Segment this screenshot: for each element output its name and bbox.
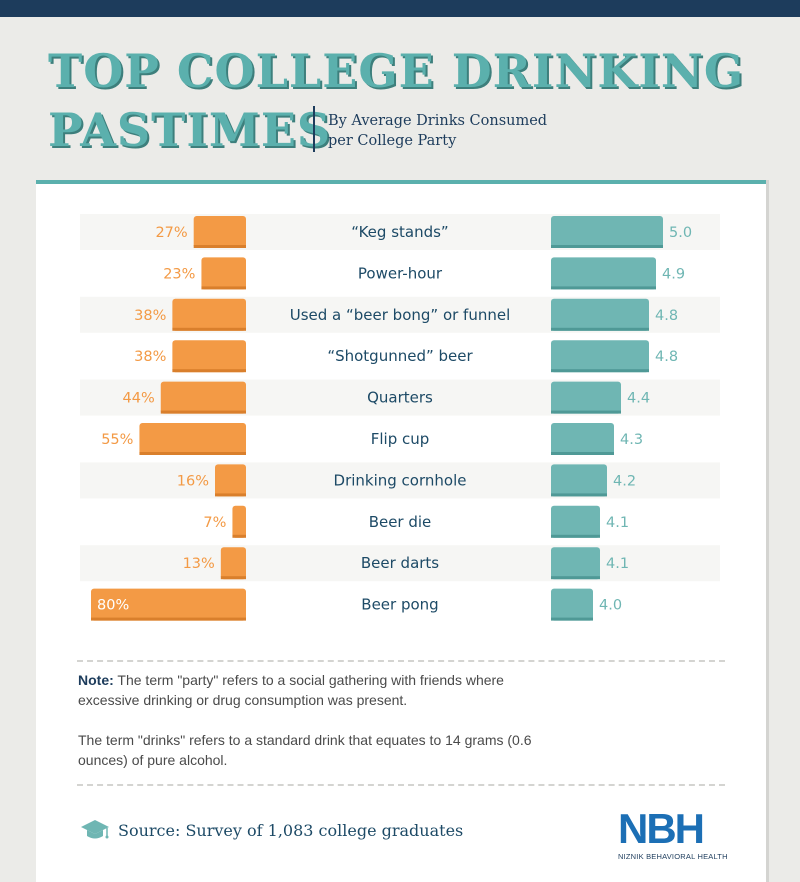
drinks-value: 4.8 — [655, 308, 678, 324]
category-label: “Keg stands” — [351, 223, 448, 241]
percent-bar — [172, 298, 246, 331]
percent-bar — [91, 588, 246, 621]
chart: 27% “Keg stands” 5.0 23% Power-hour 4.9 38% Use… — [80, 214, 720, 621]
percent-label: 23% — [163, 266, 195, 282]
drinks-bar — [551, 216, 663, 248]
percent-label: 38% — [134, 308, 166, 324]
drinks-bar-shadow — [551, 452, 614, 455]
drinks-bar-shadow — [551, 534, 600, 538]
title-line-2: PASTIMES — [48, 103, 332, 157]
drinks-value: 4.1 — [606, 556, 629, 572]
category-label: Beer die — [369, 513, 432, 531]
category-label: Used a “beer bong” or funnel — [290, 306, 511, 324]
category-label: Drinking cornhole — [334, 471, 467, 489]
subtitle-line-1: By Average Drinks Consumed — [328, 113, 548, 129]
note-label: Note: — [78, 672, 114, 688]
category-label: Beer darts — [361, 554, 439, 572]
drinks-value: 4.3 — [620, 432, 643, 448]
drinks-value: 4.9 — [662, 266, 685, 282]
drinks-value: 4.0 — [599, 598, 622, 614]
drinks-bar — [551, 298, 649, 331]
row-band — [80, 462, 720, 499]
note-2: The term "drinks" refers to a standard d… — [78, 732, 532, 768]
note-1-text: The term "party" refers to a social gath… — [78, 672, 504, 708]
drinks-value: 4.4 — [627, 391, 650, 407]
percent-bar — [160, 381, 246, 414]
drinks-bar — [551, 381, 621, 414]
nbh-logo: NBH NIZNIK BEHAVIORAL HEALTH — [618, 805, 728, 862]
percent-label: 55% — [101, 432, 133, 448]
drinks-bar — [551, 340, 649, 373]
percent-bar-shadow — [172, 369, 246, 373]
title-line-1: TOP COLLEGE DRINKING — [48, 44, 745, 98]
percent-bar — [172, 340, 246, 373]
category-label: Power-hour — [358, 264, 443, 282]
drinks-bar-shadow — [551, 327, 649, 331]
percent-label: 16% — [177, 473, 209, 489]
percent-bar — [220, 547, 246, 580]
graduation-cap-icon — [81, 820, 109, 839]
percent-bar — [139, 423, 246, 455]
drinks-bar — [551, 423, 614, 455]
note-1: Note: The term "party" refers to a socia… — [78, 670, 538, 710]
drinks-bar — [551, 257, 656, 290]
drinks-bar — [551, 505, 600, 538]
drinks-value: 4.1 — [606, 515, 629, 531]
percent-bar — [193, 216, 246, 248]
percent-bar-shadow — [160, 410, 246, 414]
drinks-bar — [551, 588, 593, 621]
logo-mark: NBH — [618, 805, 705, 852]
subtitle-line-2: per College Party — [328, 133, 457, 149]
percent-bar-shadow — [232, 534, 246, 538]
percent-label: 44% — [123, 391, 155, 407]
drinks-value: 4.2 — [613, 473, 636, 489]
percent-bar-shadow — [91, 617, 246, 621]
percent-bar-shadow — [172, 327, 246, 331]
percent-bar — [215, 464, 246, 497]
drinks-bar-shadow — [551, 493, 607, 497]
subtitle: By Average Drinks Consumed per College P… — [328, 111, 588, 151]
percent-bar-shadow — [220, 576, 246, 580]
category-label: “Shotgunned” beer — [327, 347, 473, 365]
top-bar — [0, 0, 800, 17]
drinks-bar-shadow — [551, 410, 621, 414]
drinks-bar-shadow — [551, 576, 600, 580]
percent-bar-shadow — [215, 493, 246, 497]
drinks-bar-shadow — [551, 286, 656, 290]
divider-bottom — [77, 784, 725, 786]
drinks-value: 4.8 — [655, 349, 678, 365]
category-label: Beer pong — [361, 596, 438, 614]
percent-bar — [232, 505, 246, 538]
percent-bar — [201, 257, 246, 290]
drinks-bar-shadow — [551, 245, 663, 248]
drinks-bar — [551, 464, 607, 497]
source-text: Source: Survey of 1,083 college graduate… — [118, 820, 464, 840]
row-band — [80, 545, 720, 582]
percent-bar-shadow — [193, 245, 246, 248]
category-label: Flip cup — [371, 430, 430, 448]
title-divider — [313, 106, 315, 152]
percent-bar-shadow — [201, 286, 246, 290]
drinks-bar-shadow — [551, 369, 649, 373]
logo-text: NIZNIK BEHAVIORAL HEALTH — [618, 852, 728, 861]
source-line: Source: Survey of 1,083 college graduate… — [80, 819, 463, 841]
percent-label: 80% — [97, 598, 129, 614]
percent-bar-shadow — [139, 452, 246, 455]
percent-label: 38% — [134, 349, 166, 365]
percent-label: 13% — [183, 556, 215, 572]
category-label: Quarters — [367, 389, 433, 407]
percent-label: 27% — [155, 225, 187, 241]
percent-label: 7% — [203, 515, 226, 531]
drinks-bar — [551, 547, 600, 580]
drinks-value: 5.0 — [669, 225, 692, 241]
drinks-bar-shadow — [551, 617, 593, 621]
divider-top — [77, 660, 725, 662]
